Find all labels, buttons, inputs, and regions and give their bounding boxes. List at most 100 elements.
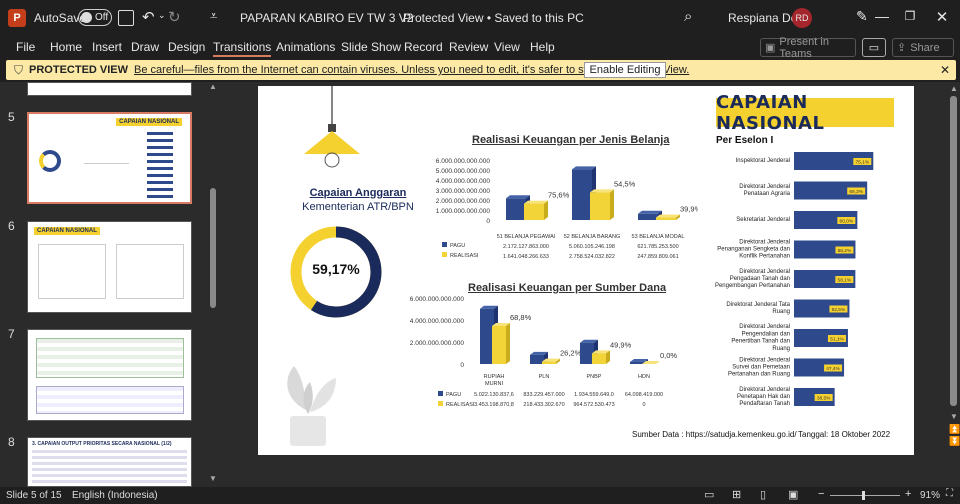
percent-label: 54,5% <box>614 179 636 188</box>
y-tick-label: 6.000.000.000.000 <box>410 296 465 303</box>
tab-view[interactable]: View <box>494 40 520 54</box>
tab-slide-show[interactable]: Slide Show <box>341 40 402 54</box>
avatar[interactable]: RD <box>792 8 812 28</box>
thumbnail-slide-8[interactable]: 3. CAPAIAN OUTPUT PRIORITAS SECARA NASIO… <box>27 437 192 487</box>
legend-swatch-pagu <box>438 391 443 396</box>
zoom-in-icon[interactable]: + <box>905 488 912 500</box>
next-slide-icon[interactable]: ⏬ <box>949 436 960 446</box>
eselon-category-label: Survei dan Pemetaan <box>732 365 790 371</box>
scrollbar-thumb[interactable] <box>950 96 957 406</box>
eselon-bar <box>794 329 848 347</box>
eselon-value-badge <box>829 305 848 313</box>
eselon-value-label: 58,1% <box>838 278 852 284</box>
tab-record[interactable]: Record <box>404 40 443 54</box>
realisasi-value: 247.859.809.061 <box>637 254 678 260</box>
slide-thumbnail-pane: 5 CAPAIAN NASIONAL 6 CAPAIAN NASIONAL 7 … <box>0 82 220 487</box>
category-label: 53 BELANJA MODAL <box>632 234 685 240</box>
eselon-category-label: Pengembangan Pertanahan <box>715 283 790 289</box>
zoom-out-icon[interactable]: − <box>818 488 825 500</box>
eselon-value-label: 69,3% <box>849 189 863 195</box>
zoom-slider[interactable] <box>830 491 900 500</box>
scroll-up-icon[interactable]: ▲ <box>209 82 217 91</box>
autosave-toggle[interactable]: Off <box>78 9 112 26</box>
tab-insert[interactable]: Insert <box>92 40 123 54</box>
dropdown-icon[interactable]: ⌄ <box>158 10 166 20</box>
scroll-down-icon[interactable]: ▼ <box>209 474 217 483</box>
category-label: MURNI <box>485 381 503 387</box>
thumbnail-slide-6[interactable]: CAPAIAN NASIONAL <box>27 221 192 313</box>
enable-editing-button[interactable]: Enable Editing <box>584 62 666 78</box>
thumbnail-number: 5 <box>8 110 15 124</box>
thumbnail-scrollbar[interactable]: ▲ ▼ <box>208 82 218 487</box>
tab-file[interactable]: File <box>16 40 36 54</box>
restore-icon[interactable]: ❐ <box>904 9 916 23</box>
thumbnail-table-2 <box>36 386 184 414</box>
reading-view-icon[interactable]: ▯ <box>760 489 767 501</box>
present-in-teams-label: Present in Teams <box>779 35 829 60</box>
search-icon[interactable]: ⌕ <box>684 8 693 25</box>
language[interactable]: English (Indonesia) <box>72 490 158 501</box>
category-label: RUPIAH <box>484 374 505 380</box>
normal-view-icon[interactable]: ▭ <box>704 489 715 501</box>
thumbnail-number: 7 <box>8 327 15 341</box>
scroll-up-icon[interactable]: ▲ <box>950 84 958 93</box>
eselon-value-badge <box>835 276 854 283</box>
eselon-bar <box>794 211 858 229</box>
tab-transitions[interactable]: Transitions <box>213 40 272 57</box>
slideshow-view-icon[interactable]: ▣ <box>788 489 799 501</box>
slide-sorter-icon[interactable]: ⊞ <box>732 489 742 501</box>
zoom-slider-thumb[interactable] <box>862 491 865 500</box>
thumbnail-slide-7[interactable] <box>27 329 192 421</box>
close-protected-bar-icon[interactable]: ✕ <box>939 63 950 77</box>
share-button[interactable]: ⇪ Share <box>892 38 954 57</box>
eselon-value-badge <box>824 364 843 372</box>
close-icon[interactable]: ✕ <box>935 9 949 26</box>
protected-view-message[interactable]: Be careful—files from the Internet can c… <box>134 64 690 76</box>
eselon-category-label: Direktorat Jenderal <box>739 269 790 275</box>
comment-icon: ▭ <box>868 42 880 54</box>
tab-review[interactable]: Review <box>449 40 489 54</box>
editor-scrollbar[interactable]: ▲ ▼ ⏫ ⏬ <box>947 82 960 487</box>
save-icon[interactable] <box>118 10 134 26</box>
eselon-bar <box>794 240 856 259</box>
bar-top <box>590 189 614 193</box>
legend-pagu: PAGU <box>446 392 461 398</box>
bar-top <box>638 210 662 214</box>
redo-icon[interactable]: ↻ <box>168 9 181 26</box>
thumbnail-donut <box>39 150 61 172</box>
y-tick-label: 0 <box>486 218 490 225</box>
thumbnail-eselon-bars <box>147 132 173 198</box>
eselon-category-label: Konflik Pertanahan <box>739 254 790 260</box>
slide-canvas: CAPAIAN NASIONAL Capaian Anggaran Kement… <box>258 86 914 455</box>
slide-date: Tanggal: 18 Oktober 2022 <box>798 430 891 439</box>
thumbnail-previous-partial[interactable] <box>27 82 192 96</box>
minimize-icon[interactable]: — <box>875 8 889 24</box>
pen-icon[interactable]: ✎ <box>856 8 868 24</box>
tab-design[interactable]: Design <box>168 40 206 54</box>
percent-label: 39,9% <box>680 205 698 214</box>
undo-icon[interactable]: ↶ <box>142 9 155 26</box>
eselon-bar <box>794 388 835 406</box>
customize-toolbar-icon[interactable]: ⩡ <box>210 8 218 23</box>
zoom-level[interactable]: 91% <box>920 490 941 501</box>
tab-help[interactable]: Help <box>530 40 555 54</box>
present-in-teams-button[interactable]: ▣ Present in Teams <box>760 35 856 60</box>
bar-top <box>542 358 560 362</box>
protected-view-bar: ⛉ PROTECTED VIEW Be careful—files from t… <box>6 60 956 80</box>
legend-swatch-realisasi <box>438 401 443 406</box>
status-bar: Slide 5 of 15 English (Indonesia) ▭ ⊞ ▯ … <box>0 487 960 504</box>
tab-draw[interactable]: Draw <box>131 40 160 54</box>
previous-slide-icon[interactable]: ⏫ <box>949 424 960 434</box>
eselon-chart: 75,1% Inspektorat Jenderal 69,3% Direktorat… <box>715 152 874 407</box>
fit-to-window-icon[interactable]: ⛶ <box>946 488 953 499</box>
slide-title: CAPAIAN NASIONAL <box>716 92 894 134</box>
tab-animations[interactable]: Animations <box>276 40 336 54</box>
tab-home[interactable]: Home <box>50 40 83 54</box>
bar <box>530 354 544 364</box>
scrollbar-thumb[interactable] <box>210 188 216 308</box>
comments-button[interactable]: ▭ <box>862 38 886 57</box>
eselon-bar <box>794 181 868 200</box>
scroll-down-icon[interactable]: ▼ <box>950 412 958 421</box>
y-tick-label: 4.000.000.000.000 <box>436 178 491 185</box>
thumbnail-slide-5[interactable]: CAPAIAN NASIONAL <box>27 112 192 204</box>
